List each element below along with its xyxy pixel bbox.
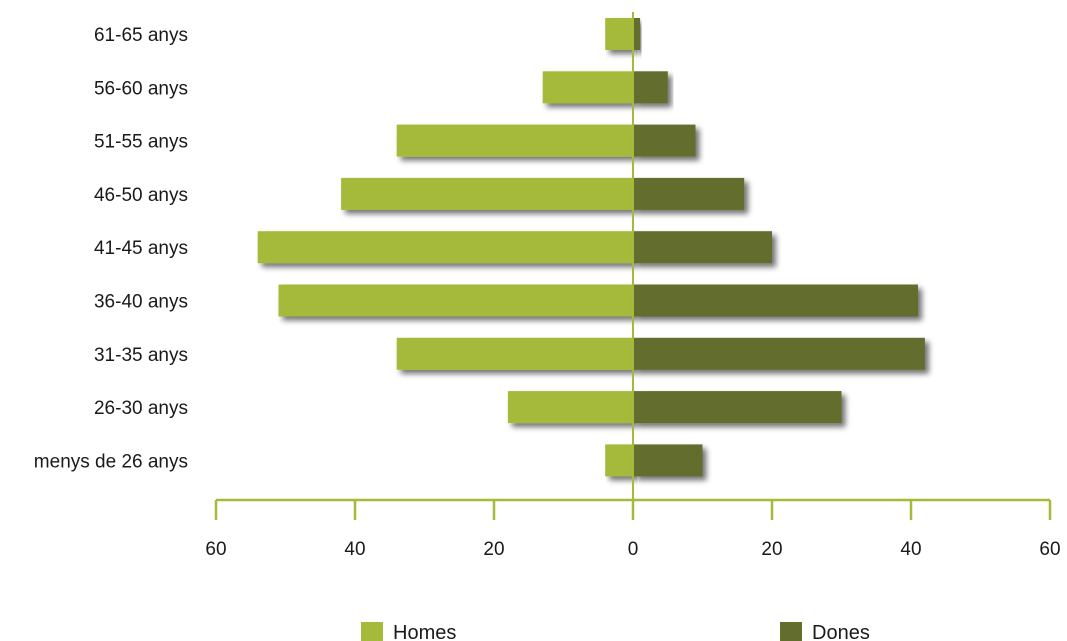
category-label: 41-45 anys <box>94 238 188 259</box>
bar-dones-2 <box>633 124 696 157</box>
category-label: 46-50 anys <box>94 185 188 206</box>
bar-dones-0 <box>633 18 640 50</box>
bars-layer <box>257 18 925 477</box>
bar-dones-8 <box>633 444 703 477</box>
bar-homes-3 <box>341 177 633 210</box>
category-label: 61-65 anys <box>94 25 188 46</box>
bar-dones-3 <box>633 177 745 210</box>
category-label: 56-60 anys <box>94 78 188 99</box>
bar-dones-5 <box>633 284 918 317</box>
legend-swatch-dones <box>780 622 802 641</box>
bar-homes-1 <box>542 71 633 104</box>
bar-dones-7 <box>633 391 842 424</box>
bar-homes-4 <box>257 231 633 264</box>
legend-label-dones: Dones <box>812 622 870 641</box>
x-tick-label: 40 <box>900 539 921 560</box>
bar-homes-5 <box>278 284 633 317</box>
bar-dones-6 <box>633 337 925 370</box>
x-axis: 60 40 20 0 20 40 60 <box>205 12 1061 560</box>
bar-homes-7 <box>507 391 633 424</box>
category-label: 26-30 anys <box>94 398 188 419</box>
legend-label-homes: Homes <box>393 622 456 641</box>
category-label: 51-55 anys <box>94 132 188 153</box>
bar-homes-8 <box>605 444 633 477</box>
bar-dones-1 <box>633 71 668 104</box>
category-label: 36-40 anys <box>94 292 188 313</box>
bar-homes-6 <box>396 337 633 370</box>
bar-homes-2 <box>396 124 633 157</box>
category-labels: 61-65 anys 56-60 anys 51-55 anys 46-50 anys… <box>34 25 188 472</box>
x-tick-label: 0 <box>628 539 639 560</box>
category-label: 31-35 anys <box>94 345 188 366</box>
x-tick-label: 40 <box>344 539 365 560</box>
x-tick-label: 20 <box>761 539 782 560</box>
legend-swatch-homes <box>361 622 383 641</box>
bar-homes-0 <box>605 18 633 50</box>
legend: Homes Dones <box>361 622 870 641</box>
x-tick-label: 60 <box>205 539 226 560</box>
x-tick-label: 20 <box>483 539 504 560</box>
x-tick-label: 60 <box>1039 539 1060 560</box>
bar-dones-4 <box>633 231 772 264</box>
category-label: menys de 26 anys <box>34 451 188 472</box>
